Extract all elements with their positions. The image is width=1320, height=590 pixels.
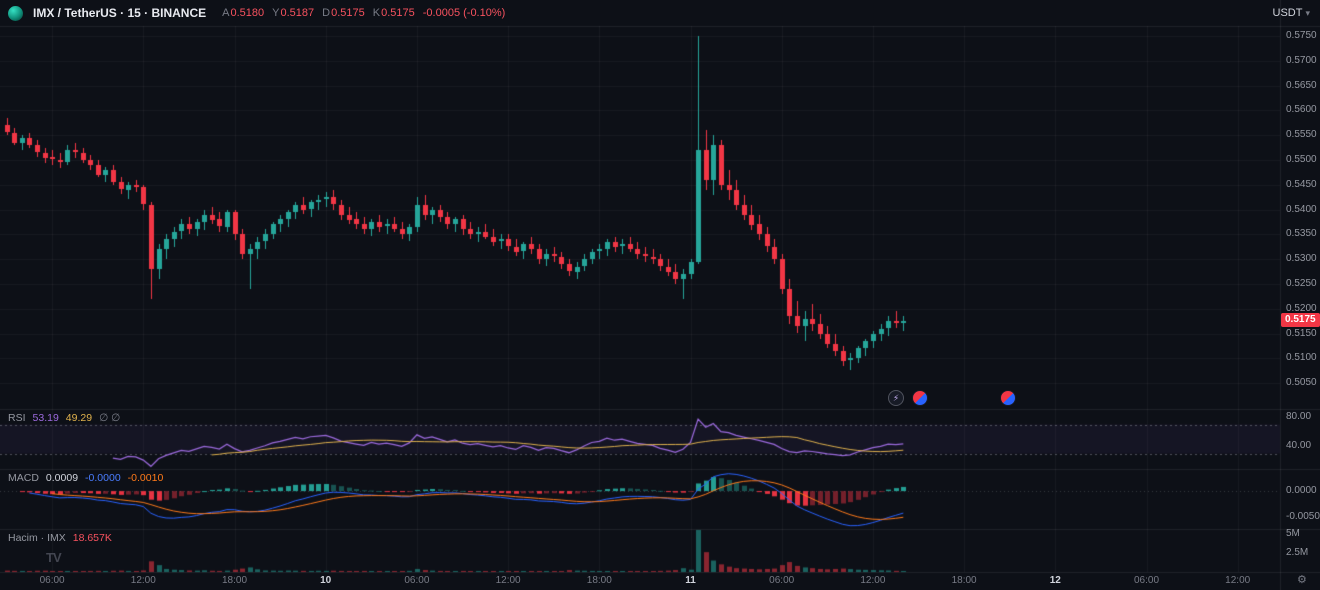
price-axis-label: 0.5600 xyxy=(1286,104,1317,116)
lightning-icon: ⚡ xyxy=(892,392,900,403)
low-label: D xyxy=(322,7,331,19)
economic-event-icon-2[interactable] xyxy=(1000,390,1016,406)
macd-axis-label: 0.0000 xyxy=(1286,485,1317,497)
price-axis-label: 0.5550 xyxy=(1286,129,1317,141)
macd-legend[interactable]: MACD 0.0009 -0.0000 -0.0010 xyxy=(8,472,163,484)
currency-label: USDT xyxy=(1272,7,1303,19)
macd-legend-title: MACD xyxy=(8,472,39,484)
price-axis-label: 0.5500 xyxy=(1286,153,1317,165)
volume-value: 18.657K xyxy=(72,532,112,544)
volume-legend[interactable]: Hacim · IMX 18.657K xyxy=(8,532,112,544)
close-value: 0.5175 xyxy=(381,7,415,19)
time-axis-day-label: 11 xyxy=(685,575,696,586)
time-axis-label: 18:00 xyxy=(221,575,248,586)
time-axis-label: 18:00 xyxy=(586,575,612,586)
open-value: 0.5180 xyxy=(230,7,265,19)
tradingview-logo[interactable]: TV xyxy=(46,550,62,565)
rsi-legend[interactable]: RSI 53.19 49.29 ∅ ∅ xyxy=(8,412,120,424)
rsi-axis-label: 80.00 xyxy=(1286,411,1312,423)
price-axis-label: 0.5650 xyxy=(1286,79,1317,91)
time-axis-label: 12:00 xyxy=(860,575,886,586)
time-axis-label: 06:00 xyxy=(39,575,65,586)
symbol-logo-icon xyxy=(8,5,23,21)
rsi-axis-label: 40.00 xyxy=(1286,440,1312,452)
chevron-down-icon: ▾ xyxy=(1305,7,1310,18)
price-axis-label: 0.5150 xyxy=(1286,327,1317,339)
last-price-badge: 0.5175 xyxy=(1281,313,1320,328)
time-axis-day-label: 10 xyxy=(320,575,332,586)
rsi-value: 53.19 xyxy=(32,412,59,424)
rsi-ma-value: 49.29 xyxy=(65,412,93,424)
price-axis-label: 0.5100 xyxy=(1286,352,1317,364)
price-axis-label: 0.5450 xyxy=(1286,178,1317,190)
change-value: -0.0005 (-0.10%) xyxy=(422,7,506,19)
time-axis-label: 06:00 xyxy=(769,575,795,586)
symbol-title[interactable]: IMX / TetherUS · 15 · BINANCE xyxy=(33,6,207,20)
flash-event-icon[interactable]: ⚡ xyxy=(888,390,904,406)
open-label: A xyxy=(222,7,230,19)
rsi-hidden-values: ∅ ∅ xyxy=(99,412,121,424)
macd-axis-label: -0.0050 xyxy=(1286,511,1320,523)
macd-line-value: -0.0000 xyxy=(85,472,121,484)
time-axis-label: 06:00 xyxy=(404,575,430,586)
currency-dropdown[interactable]: USDT ▾ xyxy=(1273,7,1312,19)
economic-event-icon[interactable] xyxy=(912,390,928,406)
high-label: Y xyxy=(272,7,280,19)
low-value: 0.5175 xyxy=(331,7,365,19)
price-axis-label: 0.5700 xyxy=(1286,54,1317,66)
time-axis-label: 06:00 xyxy=(1133,575,1160,586)
price-axis-label: 0.5350 xyxy=(1286,228,1317,240)
time-axis-label: 12:00 xyxy=(1225,575,1251,586)
time-axis-label: 18:00 xyxy=(951,575,977,586)
price-axis-label: 0.5400 xyxy=(1286,203,1317,215)
time-axis[interactable]: 06:00 12:00 18:00 10 06:00 12:00 18:00 11 06:00 1… xyxy=(0,572,1280,590)
macd-hist-value: 0.0009 xyxy=(45,472,79,484)
volume-legend-title: Hacim · IMX xyxy=(8,532,66,544)
price-axis-label: 0.5250 xyxy=(1286,277,1317,289)
price-axis-label: 0.5200 xyxy=(1286,302,1317,314)
time-axis-label: 12:00 xyxy=(130,575,156,586)
price-axis-label: 0.5300 xyxy=(1286,253,1317,265)
volume-axis-label: 5M xyxy=(1286,527,1300,539)
time-axis-day-label: 12 xyxy=(1049,575,1061,586)
macd-signal-value: -0.0010 xyxy=(127,472,164,484)
volume-axis-label: 2.5M xyxy=(1286,546,1309,558)
price-axis-label: 0.5750 xyxy=(1286,29,1317,41)
close-label: K xyxy=(372,7,381,19)
ohlc-values: A 0.5180 Y 0.5187 D 0.5175 K 0.5175 -0.0005 … xyxy=(222,7,505,19)
high-value: 0.5187 xyxy=(280,7,315,19)
rsi-legend-title: RSI xyxy=(8,412,26,424)
price-scale-axis[interactable]: 0.5750 0.5700 0.5650 0.5600 0.5550 0.5500 0.54… xyxy=(1280,0,1320,590)
time-axis-label: 12:00 xyxy=(495,575,521,586)
time-axis-settings-icon[interactable]: ⚙ xyxy=(1297,574,1307,586)
price-axis-label: 0.5050 xyxy=(1286,377,1317,389)
